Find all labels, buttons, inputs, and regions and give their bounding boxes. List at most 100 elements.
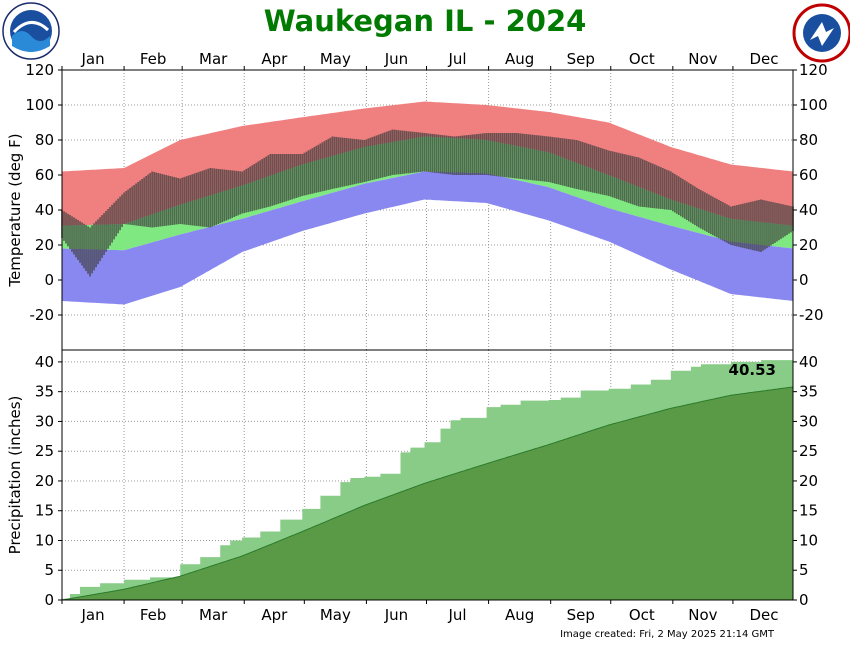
observed-temperature-bar [193, 173, 196, 226]
observed-temperature-bar [307, 150, 310, 195]
observed-temperature-bar [67, 213, 69, 247]
observed-temperature-bar [479, 133, 482, 175]
observed-temperature-bar [714, 197, 716, 237]
observed-temperature-bar [403, 130, 406, 174]
observed-temperature-bar [201, 170, 204, 227]
temperature-tick-left: 40 [35, 201, 54, 219]
observed-temperature-bar [573, 139, 576, 189]
observed-temperature-bar [65, 212, 67, 244]
observed-temperature-bar [557, 137, 560, 185]
observed-temperature-bar [73, 217, 75, 255]
observed-temperature-bar [297, 154, 300, 198]
observed-temperature-bar [127, 189, 129, 225]
observed-temperature-bar [577, 140, 580, 190]
observed-temperature-bar [233, 170, 236, 217]
observed-temperature-bar [682, 179, 684, 218]
observed-temperature-bar [333, 136, 336, 189]
observed-temperature-bar [766, 200, 768, 249]
observed-temperature-bar [591, 145, 594, 193]
observed-temperature-bar [659, 167, 662, 209]
observed-temperature-bar [231, 170, 234, 218]
temperature-tick-right: 0 [799, 271, 809, 289]
observed-temperature-bar [675, 175, 678, 214]
observed-temperature-bar [143, 177, 145, 227]
observed-temperature-bar [772, 202, 774, 245]
observed-temperature-bar [611, 151, 614, 198]
observed-temperature-bar [561, 138, 564, 186]
observed-temperature-bar [764, 200, 766, 250]
observed-temperature-bar [529, 134, 532, 180]
observed-temperature-bar [517, 133, 520, 179]
observed-temperature-bar [305, 151, 308, 196]
observed-temperature-bar [405, 131, 408, 174]
observed-temperature-bar [449, 136, 452, 175]
observed-temperature-bar [686, 181, 688, 220]
observed-temperature-bar [732, 206, 734, 246]
observed-temperature-bar [551, 137, 554, 183]
observed-temperature-bar [229, 170, 232, 219]
month-label-top: Apr [261, 50, 288, 68]
observed-temperature-bar [495, 133, 498, 177]
observed-temperature-bar [349, 138, 352, 186]
observed-temperature-bar [105, 211, 107, 252]
observed-temperature-bar [367, 138, 370, 181]
month-label-top: Sep [567, 50, 595, 68]
observed-temperature-bar [207, 168, 210, 228]
observed-temperature-bar [505, 133, 508, 178]
observed-temperature-bar [631, 156, 634, 205]
observed-temperature-bar [655, 165, 658, 209]
observed-temperature-bar [97, 219, 99, 265]
observed-temperature-bar [393, 129, 396, 175]
observed-temperature-bar [704, 192, 706, 231]
observed-temperature-bar [579, 141, 582, 190]
observed-temperature-bar [277, 154, 280, 204]
precipitation-tick-right: 40 [799, 353, 818, 371]
temperature-tick-right: -20 [799, 306, 824, 324]
temperature-tick-right: 40 [799, 201, 818, 219]
observed-temperature-bar [319, 143, 322, 192]
observed-temperature-bar [692, 185, 694, 224]
record-high-band [62, 101, 793, 226]
observed-temperature-bar [237, 171, 240, 216]
observed-temperature-bar [718, 199, 720, 239]
precipitation-tick-right: 25 [799, 442, 818, 460]
observed-temperature-bar [331, 136, 334, 189]
observed-temperature-bar [413, 131, 416, 173]
month-label-bottom: Jun [384, 606, 408, 624]
observed-temperature-bar [359, 139, 362, 183]
observed-temperature-bar [203, 170, 206, 227]
observed-temperature-bar [647, 161, 650, 208]
observed-temperature-bar [149, 173, 151, 228]
observed-temperature-bar [351, 138, 354, 185]
observed-temperature-bar [257, 161, 260, 210]
precipitation-tick-left: 0 [44, 591, 54, 609]
precipitation-tick-right: 15 [799, 502, 818, 520]
precipitation-tick-left: 20 [35, 472, 54, 490]
observed-temperature-bar [373, 136, 376, 180]
observed-temperature-bar [643, 160, 646, 208]
observed-temperature-bar [597, 147, 600, 194]
observed-temperature-bar [726, 204, 728, 243]
observed-temperature-bar [778, 203, 780, 241]
temperature-tick-left: 60 [35, 166, 54, 184]
observed-temperature-bar [407, 131, 410, 174]
observed-temperature-bar [527, 134, 530, 180]
observed-temperature-bar [183, 177, 186, 225]
observed-temperature-bar [343, 137, 346, 187]
month-label-top: Jul [447, 50, 466, 68]
observed-temperature-bar [625, 154, 628, 203]
observed-temperature-bar [139, 180, 141, 226]
observed-temperature-bar [269, 154, 272, 207]
observed-temperature-bar [161, 174, 163, 227]
observed-temperature-bar [553, 137, 556, 184]
temperature-tick-right: 60 [799, 166, 818, 184]
observed-temperature-bar [83, 223, 85, 269]
observed-temperature-bar [483, 133, 486, 175]
observed-temperature-bar [267, 155, 270, 207]
month-label-bottom: Mar [199, 606, 228, 624]
observed-temperature-bar [615, 152, 618, 199]
observed-temperature-bar [177, 178, 180, 225]
observed-temperature-bar [251, 165, 254, 212]
national-weather-service-logo [792, 3, 850, 63]
observed-temperature-bar [259, 160, 262, 210]
